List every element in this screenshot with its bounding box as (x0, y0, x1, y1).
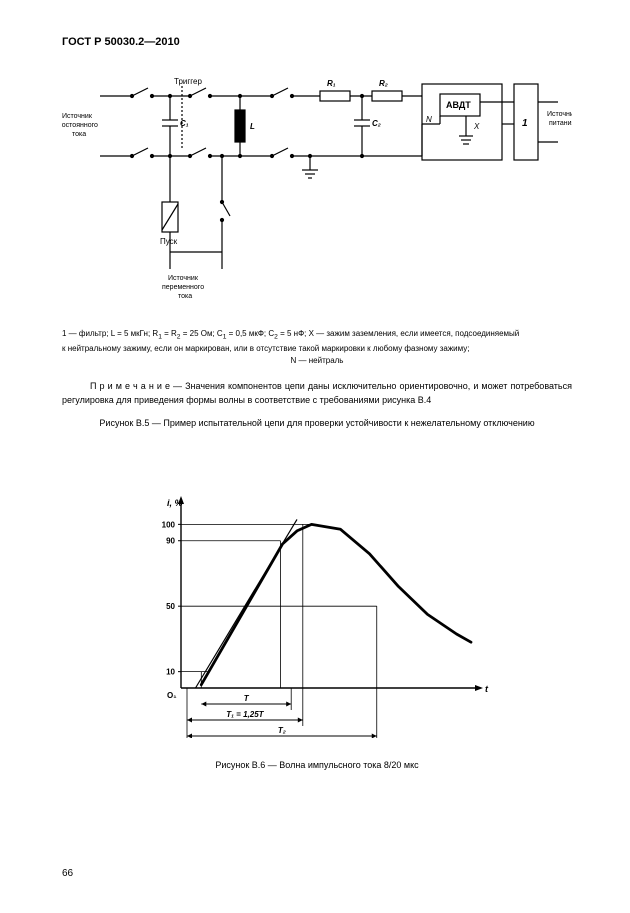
svg-text:100: 100 (162, 520, 176, 529)
svg-text:i, %: i, % (167, 498, 183, 508)
legend-t2: = R (162, 329, 177, 338)
legend-line3: N — нейтраль (62, 355, 572, 367)
label-r2: R₂ (379, 79, 388, 88)
label-avdt: АВДТ (446, 100, 471, 110)
svg-text:10: 10 (166, 668, 175, 677)
svg-text:T: T (244, 694, 250, 703)
label-ac-source: Источник переменного тока (162, 275, 206, 300)
label-trigger: Триггер (174, 77, 202, 86)
svg-text:90: 90 (166, 537, 175, 546)
label-r1: R₁ (327, 79, 336, 88)
label-x: X (473, 122, 480, 131)
label-dc-source: Источник постоянного тока (62, 113, 100, 138)
figure-b5-circuit: Триггер R₁ R₂ (62, 74, 572, 314)
figure-b6-chart: 10 50 90 100 i, % t O₁ T T₁ = 1,25T T₂ (135, 478, 505, 738)
label-power-source: Источник питания (547, 111, 572, 127)
standard-header: ГОСТ Р 50030.2—2010 (62, 36, 180, 48)
legend-t4: = 0,5 мкФ; C (226, 329, 274, 338)
figure-b5-caption: Рисунок В.5 — Пример испытательной цепи … (62, 418, 572, 428)
legend-t3: = 25 Ом; C (181, 329, 223, 338)
label-c2: C₂ (372, 119, 381, 128)
label-start: Пуск (160, 237, 178, 246)
note-text: П р и м е ч а н и е — Значения компонент… (62, 380, 572, 408)
figure-b5-legend: 1 — фильтр; L = 5 мкГн; R1 = R2 = 25 Ом;… (62, 328, 572, 367)
page-number: 66 (62, 868, 73, 879)
legend-t1: 1 — фильтр; L = 5 мкГн; R (62, 329, 158, 338)
svg-text:T₁ = 1,25T: T₁ = 1,25T (226, 710, 264, 719)
label-c1: C₁ (180, 119, 189, 128)
svg-text:O₁: O₁ (167, 691, 177, 700)
label-l: L (250, 122, 255, 131)
svg-text:50: 50 (166, 602, 175, 611)
label-n: N (426, 115, 432, 124)
legend-t5: = 5 нФ; X — зажим заземления, если имеет… (278, 329, 519, 338)
svg-text:T₂: T₂ (278, 726, 286, 735)
page: ГОСТ Р 50030.2—2010 Триггер (0, 0, 630, 913)
figure-b6-caption: Рисунок В.6 — Волна импульсного тока 8/2… (62, 760, 572, 770)
svg-text:t: t (485, 684, 489, 694)
legend-line2: к нейтральному зажиму, если он маркирова… (62, 343, 572, 355)
label-filter-1: 1 (522, 118, 528, 129)
